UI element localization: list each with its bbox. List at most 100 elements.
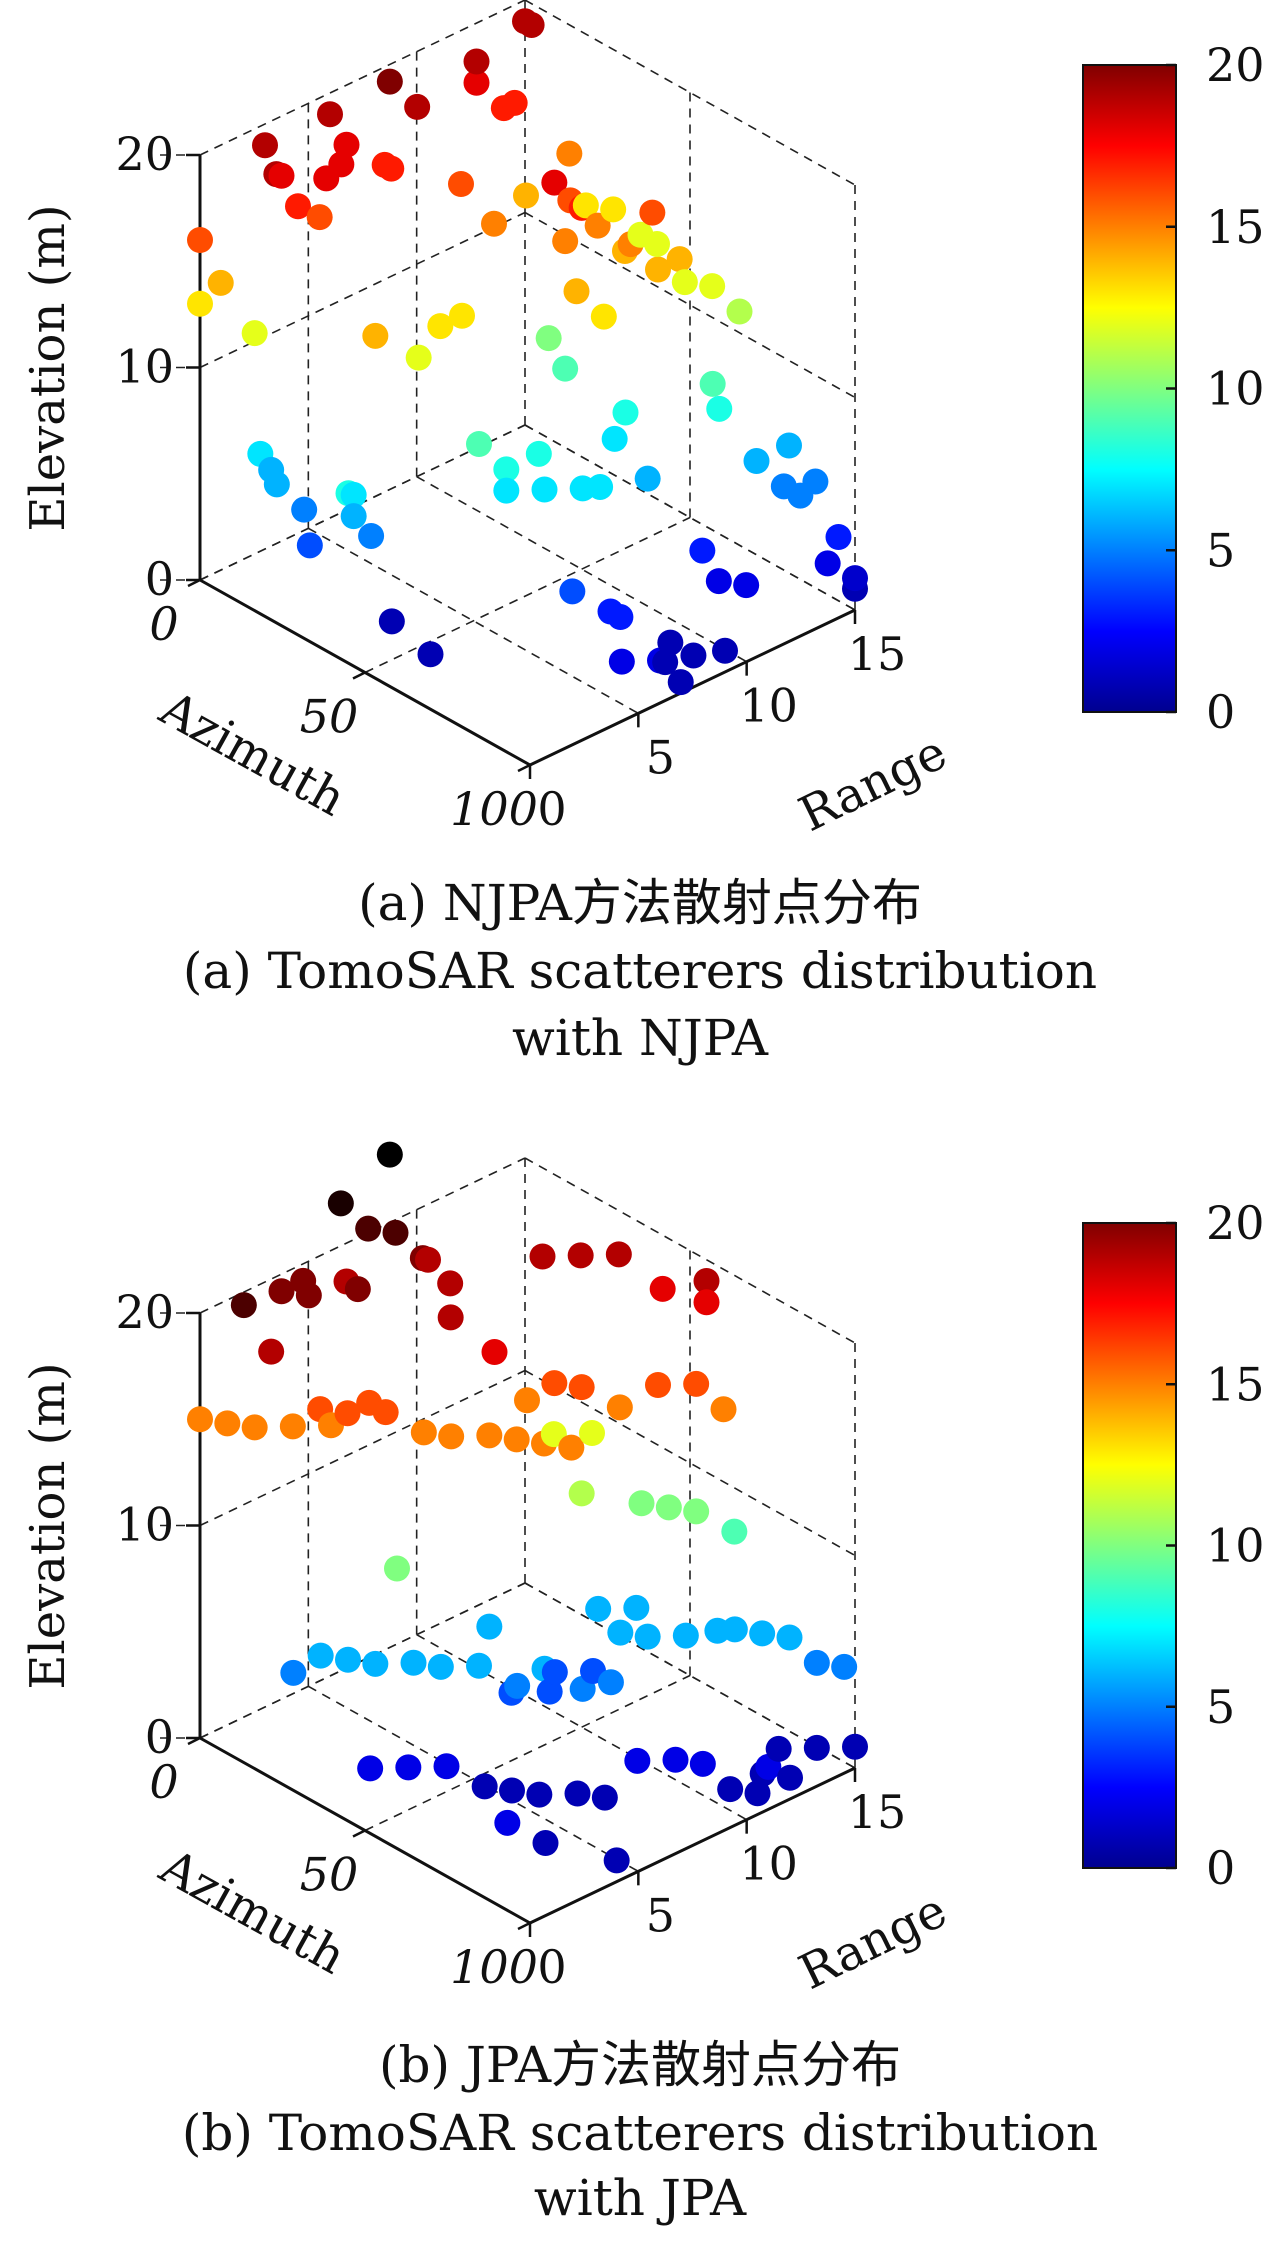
scatter-point [463, 48, 490, 75]
scatter-point [525, 440, 552, 467]
scatter-point [494, 1809, 521, 1836]
scatter-point [384, 1555, 410, 1582]
colorbar-tick-label: 10 [1206, 1519, 1265, 1573]
scatter-point [712, 637, 738, 664]
scatter-point [624, 1747, 651, 1774]
scatter-point [831, 1653, 858, 1680]
range-tick-label: 10 [739, 1837, 798, 1891]
scatter-point [814, 550, 841, 577]
scatter-point [448, 171, 474, 197]
scatter-point [634, 1623, 661, 1650]
scatter-point [733, 572, 760, 599]
scatter-point [296, 532, 323, 559]
scatter-point [584, 212, 611, 239]
scatter-point [344, 1276, 371, 1303]
scatter-point [358, 522, 385, 549]
grid-line [364, 516, 691, 674]
scatter-point [612, 399, 639, 426]
scatter-point [295, 1282, 322, 1309]
scatter-point [649, 1275, 676, 1302]
caption-line: with JPA [534, 2169, 747, 2227]
scatter-point [689, 1750, 716, 1777]
scatter-point [376, 68, 403, 95]
scatter-point [842, 1733, 868, 1760]
scatter-point [417, 641, 444, 668]
scatter-point [476, 1613, 503, 1640]
scatter-point [556, 140, 583, 167]
scatter-point [671, 269, 698, 296]
caption-line: (a) TomoSAR scatterers distribution [183, 942, 1097, 1000]
scatter-point [567, 1242, 594, 1269]
scatter-point [376, 1141, 403, 1168]
azimuth-tick-label: 0 [149, 597, 178, 651]
scatter-point [504, 1672, 531, 1699]
range-axis-label: Range [791, 724, 956, 843]
scatter-point [378, 608, 405, 635]
scatter-point [241, 320, 268, 347]
scatter-point [463, 69, 490, 96]
azimuth-tick-label: 100 [450, 1940, 538, 1994]
scatter-point [187, 290, 213, 317]
z-tick-label: 0 [145, 1710, 174, 1764]
scatter-point [623, 1594, 650, 1621]
scatter-point [400, 1649, 427, 1676]
scatter-point [699, 370, 726, 397]
scatter-point [655, 1494, 682, 1521]
scatter-point [776, 432, 802, 459]
z-tick-label: 20 [115, 1285, 174, 1339]
azimuth-tick [187, 1736, 201, 1746]
colorbar-tick-label: 10 [1206, 362, 1265, 416]
colorbar [1083, 1223, 1176, 1868]
scatter-point [717, 1776, 744, 1803]
scatter-point [699, 273, 726, 300]
scatter-point [405, 344, 432, 371]
scatter-points [187, 1141, 868, 1874]
caption-line: (a) NJPA方法散射点分布 [358, 874, 922, 932]
scatter-point [327, 1190, 354, 1217]
scatter-point [340, 481, 367, 508]
scatter-point [493, 477, 520, 504]
azimuth-tick [352, 671, 366, 680]
scatter-point [466, 431, 492, 457]
scatter-point [552, 355, 579, 382]
z-tick-label: 20 [115, 127, 174, 181]
scatter-point [541, 1370, 568, 1397]
scatter-point [279, 1413, 306, 1440]
scatter-point [536, 1678, 563, 1705]
scatter-point [645, 256, 671, 283]
scatter-point [777, 1764, 803, 1791]
scatter-point [803, 1649, 830, 1676]
scatter-point [667, 669, 694, 696]
scatter-point [683, 1498, 710, 1525]
scatter-point [645, 1372, 671, 1398]
scatter-point [317, 101, 343, 128]
scatter-point [803, 1734, 830, 1761]
azimuth-tick-label: 50 [300, 690, 359, 744]
range-tick-label: 0 [537, 782, 566, 836]
scatter-point [563, 278, 590, 305]
range-tick-label: 15 [848, 1785, 907, 1839]
azimuth-tick-label: 50 [300, 1848, 359, 1902]
scatter-point [644, 231, 670, 257]
scatter-point [603, 1847, 630, 1874]
scatter-point [568, 1374, 595, 1401]
scatter-point [607, 1619, 634, 1646]
scatter-point [214, 1410, 241, 1437]
scatter-point [499, 1777, 525, 1804]
scatter-point [591, 1784, 618, 1811]
range-axis-label: Range [791, 1882, 956, 2001]
colorbar-tick-label: 0 [1206, 1841, 1235, 1895]
z-tick-label: 10 [115, 340, 174, 394]
scatter-points [187, 8, 868, 696]
scatter-point [721, 1616, 748, 1643]
scatter-point [340, 503, 367, 530]
scatter-point [680, 642, 707, 669]
grid-line [364, 1674, 691, 1832]
colorbar-tick-label: 5 [1206, 523, 1235, 577]
scatter-point [187, 227, 213, 253]
z-axis-label: Elevation (m) [20, 204, 76, 531]
azimuth-tick [517, 1921, 531, 1931]
scatter-point [765, 1735, 792, 1762]
scatter-point [540, 1421, 567, 1448]
